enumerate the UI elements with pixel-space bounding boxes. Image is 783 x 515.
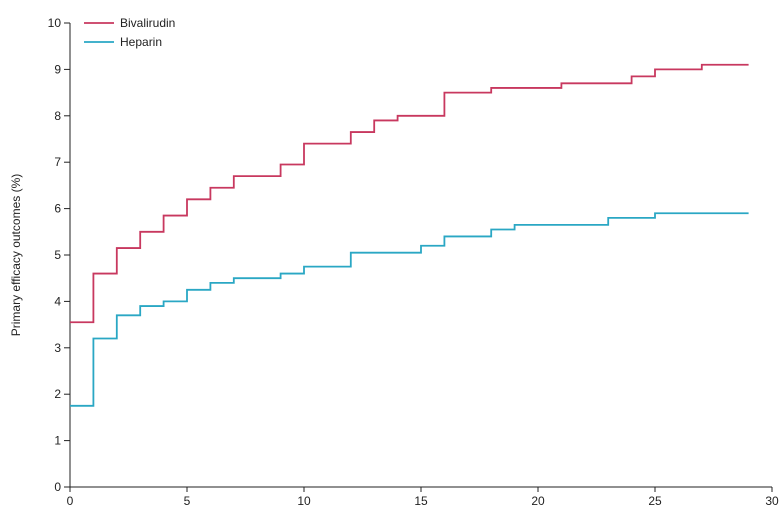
series-group: [70, 63, 749, 407]
y-tick-label: 3: [54, 341, 61, 355]
y-tick-label: 6: [54, 202, 61, 216]
legend: Bivalirudin Heparin: [84, 16, 175, 49]
x-tick-label: 15: [414, 494, 428, 508]
y-tick-label: 1: [54, 434, 61, 448]
x-tick-label: 10: [297, 494, 311, 508]
legend-label-bivalirudin: Bivalirudin: [120, 16, 175, 30]
x-tick-label: 30: [765, 494, 779, 508]
y-tick-label: 10: [48, 16, 62, 30]
y-tick-label: 0: [54, 480, 61, 494]
x-tick-label: 25: [648, 494, 662, 508]
y-tick-label: 8: [54, 109, 61, 123]
axes: [69, 23, 772, 488]
y-tick-label: 4: [54, 294, 61, 308]
series-line-bivalirudin: [70, 63, 749, 324]
y-tick-label: 7: [54, 155, 61, 169]
y-ticks: 0 1 2 3 4 5 6 7 8 9 10: [48, 16, 70, 494]
x-tick-label: 20: [531, 494, 545, 508]
legend-label-heparin: Heparin: [120, 35, 162, 49]
y-tick-label: 9: [54, 62, 61, 76]
x-tick-label: 5: [184, 494, 191, 508]
series-line-heparin: [70, 212, 749, 407]
y-axis-label: Primary efficacy outcomes (%): [9, 174, 23, 337]
x-tick-label: 0: [67, 494, 74, 508]
y-tick-label: 5: [54, 248, 61, 262]
x-ticks: 0 5 10 15 20 25 30: [67, 487, 779, 508]
y-tick-label: 2: [54, 387, 61, 401]
